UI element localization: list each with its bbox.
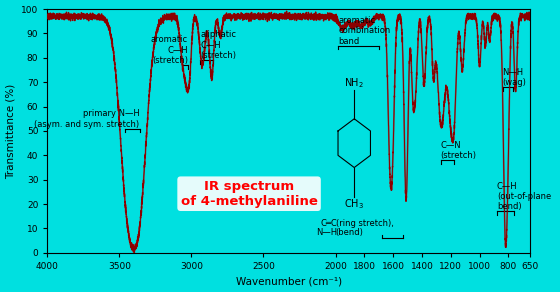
Text: IR spectrum
of 4-methylaniline: IR spectrum of 4-methylaniline (181, 180, 318, 208)
Text: CH$_3$: CH$_3$ (344, 197, 364, 211)
Text: C—H
(out-of-plane
bend): C—H (out-of-plane bend) (497, 182, 551, 211)
Text: aliphatic
C—H
(stretch): aliphatic C—H (stretch) (200, 30, 236, 60)
Text: NH$_2$: NH$_2$ (344, 76, 364, 90)
Text: (bend): (bend) (335, 228, 363, 237)
Text: (ring stretch),: (ring stretch), (335, 219, 393, 228)
Text: N—H: N—H (316, 228, 337, 237)
Text: N—H
(wag): N—H (wag) (503, 68, 526, 87)
Text: C—N
(stretch): C—N (stretch) (441, 141, 477, 160)
Text: aromatic
C—H
(stretch): aromatic C—H (stretch) (151, 35, 188, 65)
Text: aromatic
combination
band: aromatic combination band (338, 16, 391, 46)
X-axis label: Wavenumber (cm⁻¹): Wavenumber (cm⁻¹) (236, 277, 342, 286)
Text: C═C: C═C (320, 219, 337, 228)
Text: primary N—H
(asym. and sym. stretch): primary N—H (asym. and sym. stretch) (35, 109, 139, 128)
Y-axis label: Transmittance (%): Transmittance (%) (6, 83, 16, 179)
